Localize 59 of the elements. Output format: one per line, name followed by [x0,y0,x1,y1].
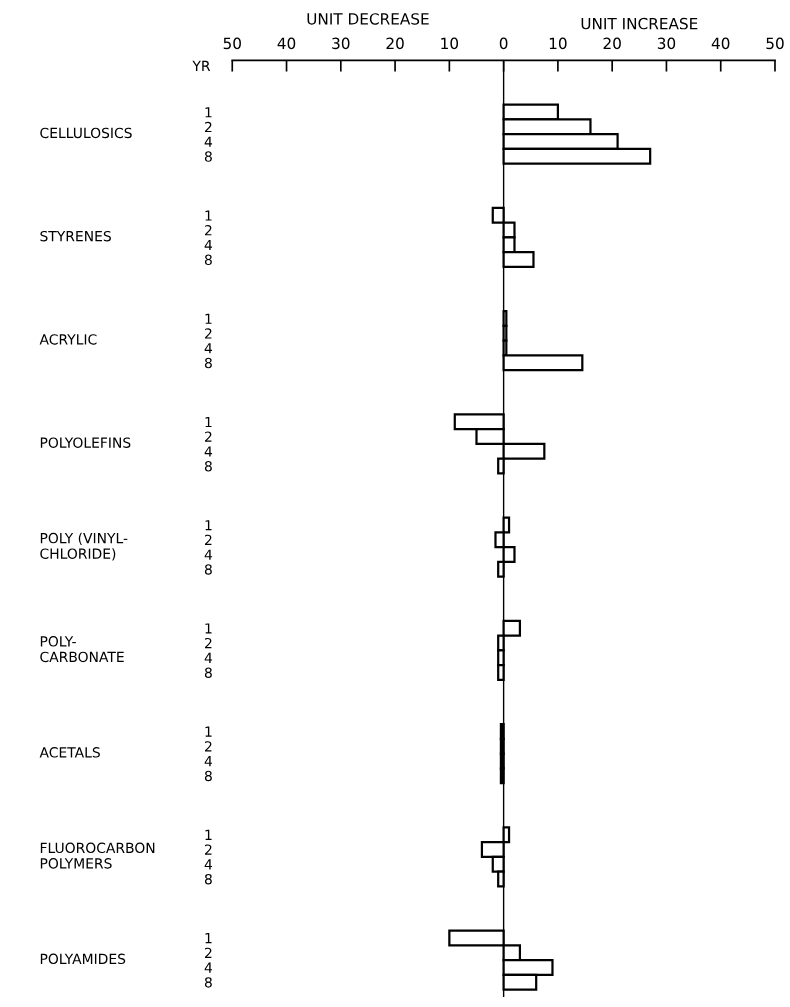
y-tick-label: 1 [205,623,212,634]
x-tick-label: 10 [441,37,459,50]
text: ACRYLIC [39,334,97,345]
text: POLYOLEFINS [40,437,131,448]
text: POLYAMIDES [40,953,126,965]
y-tick-label: 2 [205,741,212,752]
x-tick-label: 30 [657,37,676,50]
y-tick-label: 8 [204,460,212,472]
y-tick-label: 8 [204,873,212,885]
y-tick-label: 4 [204,652,213,663]
y-tick-label: 1 [205,107,212,118]
y-tick-label: 4 [204,549,213,560]
text: UNIT INCREASE [581,17,698,30]
y-tick-label: 8 [204,151,212,162]
y-tick-label: 8 [204,564,212,575]
y-tick-label: 4 [204,446,213,457]
text: ACETALS [39,747,100,758]
y-tick-label: 4 [204,962,213,973]
y-tick-label: 4 [204,343,213,354]
y-tick-label: 1 [205,313,212,324]
y-tick-label: 1 [205,829,212,840]
y-axis-title: YR [192,60,211,71]
y-tick-label: 8 [204,667,212,678]
y-tick-label: 8 [204,770,212,782]
x-tick-label: 40 [277,37,296,50]
x-tick-label: 20 [386,37,404,50]
x-tick-label: 40 [711,37,730,50]
y-tick-label: 4 [204,859,213,870]
y-tick-label: 1 [205,210,212,221]
y-tick-label: 4 [204,756,213,767]
y-tick-label: 8 [204,254,212,265]
y-tick-label: 2 [205,947,212,958]
y-tick-label: 2 [205,328,212,339]
y-tick-label: 2 [205,637,212,649]
y-tick-label: 1 [205,416,212,428]
x-tick-label: 50 [766,37,784,50]
text: STYRENES [40,230,111,242]
y-tick-label: 1 [205,933,212,944]
y-tick-label: 4 [204,239,213,251]
y-tick-label: 1 [205,520,212,531]
x-tick-label: 50 [223,37,241,50]
text: FLUOROCARBON POLYMERS [40,842,155,869]
text: UNIT DECREASE [307,13,429,25]
y-tick-label: 2 [205,224,212,236]
y-tick-label: 8 [204,357,212,369]
y-tick-label: 8 [204,977,212,988]
y-tick-label: 2 [205,534,212,546]
x-tick-label: 0 [499,37,508,50]
text: POLY (VINYL- CHLORIDE) [40,532,128,561]
y-tick-label: 4 [204,136,213,147]
y-tick-label: 2 [205,121,212,133]
y-tick-label: 1 [205,726,212,737]
y-tick-label: 2 [205,431,212,442]
x-tick-label: 20 [603,37,621,50]
x-tick-label: 10 [549,37,567,50]
text: CELLULOSICS [40,127,132,139]
y-tick-label: 2 [205,844,212,855]
x-tick-label: 30 [332,37,350,50]
text: POLY- CARBONATE [40,636,124,663]
